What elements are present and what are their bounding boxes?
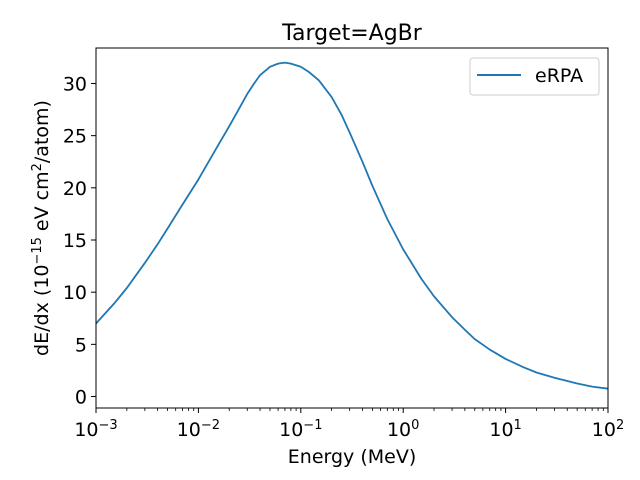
plot-frame xyxy=(95,47,609,409)
x-tick-label: 102 xyxy=(592,418,624,442)
x-tick-label: 10−1 xyxy=(279,418,322,442)
y-axis-label-mid: eV cm xyxy=(31,171,53,237)
legend-box xyxy=(469,57,600,96)
x-ticks: 10−3 10−2 10−1 100 101 102 xyxy=(74,408,624,441)
x-tick-label-base: 10 xyxy=(74,419,98,441)
x-axis-label: Energy (MeV) xyxy=(288,446,416,468)
x-tick-label-exp: −2 xyxy=(201,418,220,433)
series-line-erpa xyxy=(95,61,609,390)
y-tick-label: 20 xyxy=(63,178,87,200)
plot-area xyxy=(96,48,608,408)
y-tick-label: 0 xyxy=(75,387,87,409)
legend: eRPA xyxy=(469,57,600,96)
series-layer xyxy=(95,61,609,390)
y-axis-label-exp: −15 xyxy=(30,237,45,264)
x-tick-label-base: 10 xyxy=(177,419,201,441)
x-tick-label: 101 xyxy=(489,418,521,442)
y-tick-label: 10 xyxy=(63,282,87,304)
y-ticks: 0 5 10 15 20 25 30 xyxy=(63,73,96,409)
y-axis-label: dE/dx (10−15 eV cm2/atom) xyxy=(30,100,54,356)
x-tick-label: 10−3 xyxy=(74,418,117,442)
x-tick-label-exp: −3 xyxy=(99,418,118,433)
legend-label: eRPA xyxy=(535,65,583,87)
x-tick-label: 10−2 xyxy=(177,418,220,442)
x-tick-label-exp: −1 xyxy=(303,418,322,433)
x-tick-label-exp: 0 xyxy=(411,418,419,433)
chart-title: Target=AgBr xyxy=(281,21,423,46)
x-tick-label-exp: 1 xyxy=(514,418,522,433)
x-tick-label-base: 10 xyxy=(592,419,616,441)
y-tick-label: 30 xyxy=(63,73,87,95)
y-tick-label: 5 xyxy=(75,334,87,356)
x-tick-label-base: 10 xyxy=(279,419,303,441)
x-tick-label-base: 10 xyxy=(489,419,513,441)
y-axis-label-post: /atom) xyxy=(31,100,53,163)
y-tick-label: 25 xyxy=(63,126,87,148)
y-axis-label-sq: 2 xyxy=(30,163,45,171)
x-tick-label: 100 xyxy=(387,418,419,442)
y-tick-label: 15 xyxy=(63,230,87,252)
y-axis-label-pre: dE/dx (10 xyxy=(31,265,53,356)
x-tick-label-exp: 2 xyxy=(616,418,624,433)
x-tick-label-base: 10 xyxy=(387,419,411,441)
